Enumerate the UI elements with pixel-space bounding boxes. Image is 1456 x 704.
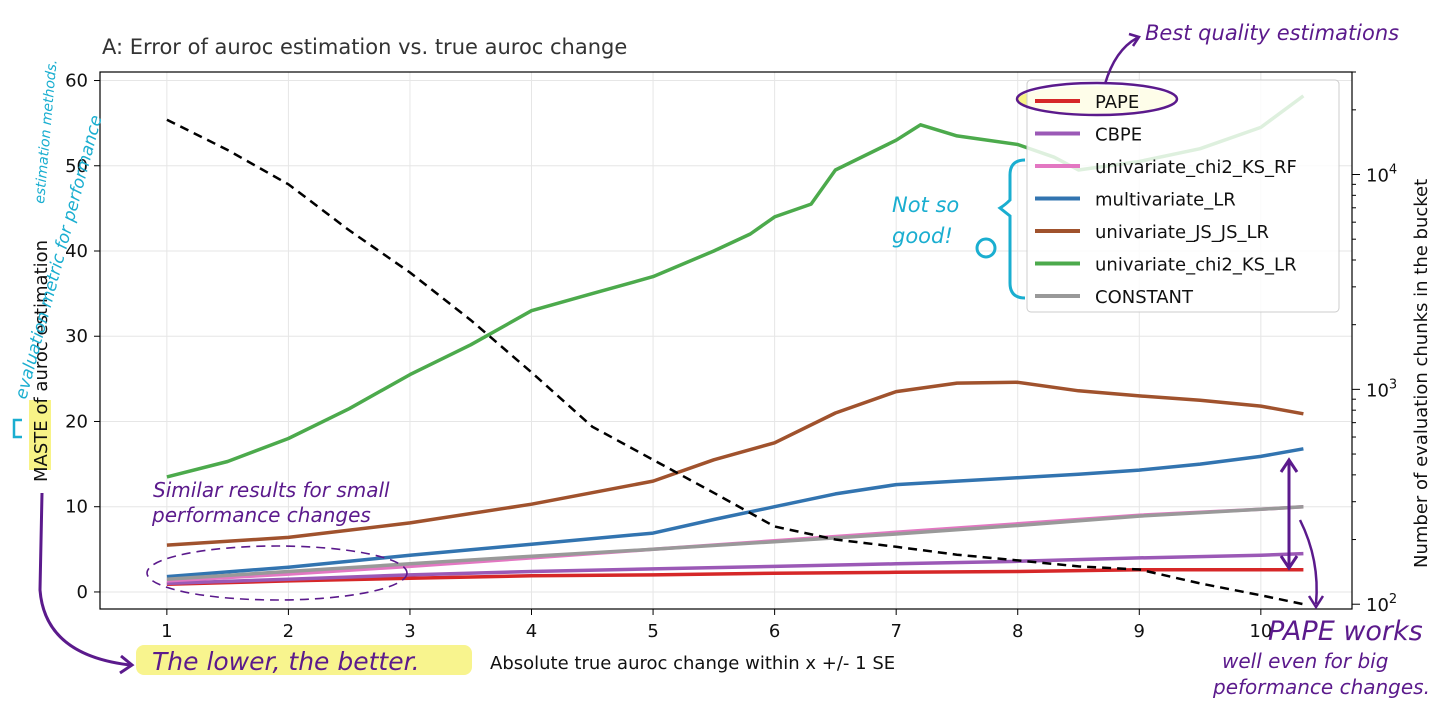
pape-circle (1015, 81, 1179, 117)
best-quality-text: Best quality estimations (1145, 21, 1399, 45)
y2-tick-label: 104 (1366, 163, 1397, 187)
x-tick-label: 1 (161, 621, 172, 642)
lower-better-highlight (136, 645, 472, 675)
count-dashed-line (166, 118, 1304, 606)
legend-label-cbpe: CBPE (1095, 125, 1142, 146)
pape-works-line2: well even for big (1222, 649, 1388, 673)
eval-metric-text: evaluation metric for performance (12, 113, 107, 401)
pape-gap-arrowhead-top (1279, 457, 1299, 473)
not-so-good-line1: Not so (892, 193, 959, 217)
x-tick-label: 5 (647, 621, 658, 642)
pape-gap-arrowhead-bottom (1279, 555, 1299, 571)
x-tick-label: 2 (283, 621, 294, 642)
best-arrow (1103, 36, 1138, 85)
pape-works-arrowhead (1307, 595, 1325, 610)
y-tick-label: 50 (65, 156, 88, 177)
x-tick-label: 4 (526, 621, 537, 642)
y-axis-label-maste: MASTE (31, 420, 52, 482)
y-axis-ticks: 0 10 20 30 40 50 60 (65, 71, 100, 603)
not-so-good-bracket (997, 158, 1026, 300)
y-tick-label: 20 (65, 411, 88, 432)
series-line-cbpe (166, 551, 1304, 586)
series-line-multivariate-lr (166, 447, 1304, 579)
legend-label-constant: CONSTANT (1095, 287, 1194, 308)
x-tick-label: 9 (1134, 621, 1145, 642)
x-axis-ticks: 1 2 3 4 5 6 7 8 9 10 (161, 609, 1272, 642)
legend-box (1026, 79, 1340, 313)
series-line-pape (166, 568, 1304, 587)
x-axis-label: Absolute true auroc change within x +/- … (490, 653, 895, 674)
y2-tick-label: 103 (1366, 377, 1397, 401)
x-tick-label: 7 (890, 621, 901, 642)
not-so-good-line2: good! (892, 224, 953, 248)
legend-label-univariate-chi2-ks-rf: univariate_chi2_KS_RF (1095, 157, 1297, 178)
legend: PAPE CBPE univariate_chi2_KS_RF multivariat… (1026, 79, 1340, 313)
x-tick-label: 3 (404, 621, 415, 642)
lower-better-arrowhead (119, 654, 135, 675)
best-arrowhead (1128, 32, 1141, 47)
y2-tick-label: 102 (1366, 592, 1397, 616)
y-axis-label: MASTE of auroc estimation (31, 240, 52, 482)
y-tick-label: 40 (65, 241, 88, 262)
pape-works-line3: peformance changes. (1212, 675, 1430, 699)
y2-axis-ticks: 102 103 104 (1352, 71, 1397, 616)
small-changes-dashed-ellipse (146, 545, 408, 601)
similar-results-line1: Similar results for small (153, 478, 390, 502)
eval-methods-text: estimation methods. (32, 59, 61, 204)
y-axis-label-rest: of auroc estimation (31, 240, 52, 420)
similar-results-line2: performance changes (151, 503, 371, 527)
series-lines (166, 94, 1305, 606)
lower-better-text: The lower, the better. (152, 647, 420, 676)
lower-better-arrow (38, 492, 131, 667)
y-tick-label: 0 (77, 582, 88, 603)
pape-works-line1: PAPE works (1268, 616, 1423, 647)
series-line-univariate-js-js-lr (166, 380, 1304, 547)
maste-highlight (29, 400, 51, 470)
chart-title: A: Error of auroc estimation vs. true au… (102, 35, 627, 59)
pape-works-arrow (1298, 519, 1318, 605)
series-line-constant (166, 504, 1304, 581)
y-tick-label: 10 (65, 497, 88, 518)
y2-axis-label: Number of evaluation chunks in the bucke… (1411, 179, 1432, 568)
eval-metric-arrow (12, 418, 22, 439)
sad-face-icon (975, 237, 997, 259)
x-tick-label: 10 (1249, 621, 1272, 642)
x-tick-label: 8 (1012, 621, 1023, 642)
y-tick-label: 60 (65, 71, 88, 92)
legend-label-pape: PAPE (1095, 92, 1139, 113)
plot-frame (99, 71, 1353, 610)
x-tick-label: 6 (769, 621, 780, 642)
legend-label-univariate-js-js-lr: univariate_JS_JS_LR (1095, 222, 1269, 243)
legend-label-univariate-chi2-ks-lr: univariate_chi2_KS_LR (1095, 255, 1297, 276)
legend-label-multivariate-lr: multivariate_LR (1095, 190, 1236, 211)
y-tick-label: 30 (65, 326, 88, 347)
